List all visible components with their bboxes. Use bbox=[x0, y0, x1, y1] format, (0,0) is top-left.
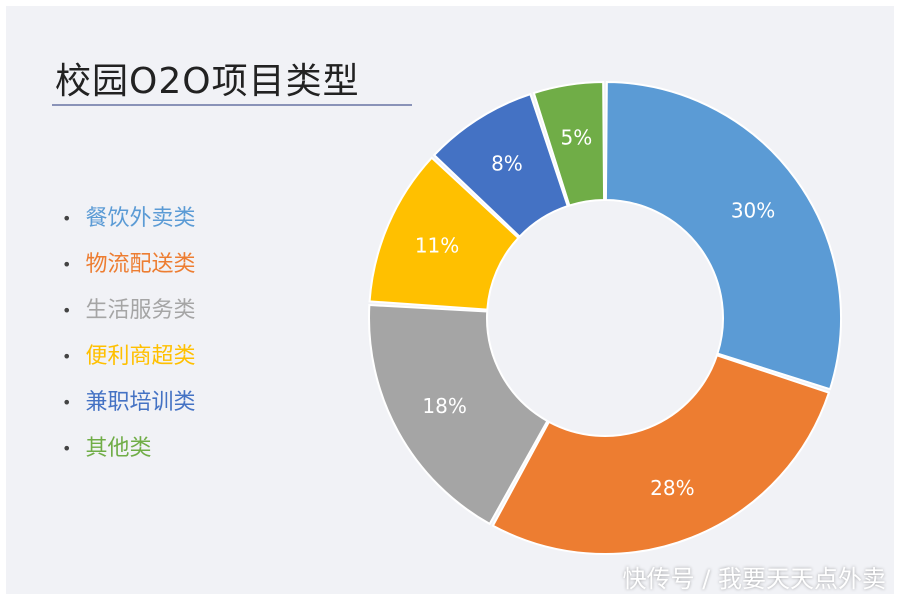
title-underline bbox=[52, 104, 412, 106]
slice-label-5: 8% bbox=[491, 151, 523, 175]
slice-label-3: 18% bbox=[422, 394, 466, 418]
legend-label: 兼职培训类 bbox=[85, 390, 196, 415]
donut-slice-6 bbox=[532, 80, 606, 207]
legend-bullet-icon: • bbox=[62, 301, 72, 320]
chart-title: 校园O2O项目类型 bbox=[55, 61, 360, 102]
slice-labels: 30% 28% 18% 11% 8% 5% bbox=[415, 125, 775, 500]
legend-label: 便利商超类 bbox=[85, 344, 196, 369]
legend-label: 生活服务类 bbox=[85, 298, 196, 323]
legend-bullet-icon: • bbox=[62, 393, 72, 412]
donut-slice-4 bbox=[368, 156, 520, 311]
legend-item-4: • 便利商超类 bbox=[62, 334, 195, 380]
donut-slice-5 bbox=[432, 92, 569, 238]
slice-label-6: 5% bbox=[561, 125, 593, 149]
slice-label-1: 30% bbox=[731, 198, 775, 222]
legend-label: 物流配送类 bbox=[85, 252, 196, 277]
legend-bullet-icon: • bbox=[62, 347, 72, 366]
legend-label: 餐饮外卖类 bbox=[85, 206, 196, 231]
watermark: 快传号 / 我要天天点外卖 bbox=[622, 565, 886, 593]
slice-label-4: 11% bbox=[415, 233, 459, 257]
legend-bullet-icon: • bbox=[62, 255, 72, 274]
legend-item-2: • 物流配送类 bbox=[62, 242, 195, 288]
donut-slice-3 bbox=[368, 303, 549, 526]
legend: • 餐饮外卖类 • 物流配送类 • 生活服务类 • 便利商超类 • 兼职培训类 • 其他类 bbox=[62, 196, 195, 472]
legend-item-3: • 生活服务类 bbox=[62, 288, 195, 334]
donut-slice-1 bbox=[604, 80, 842, 391]
legend-item-5: • 兼职培训类 bbox=[62, 380, 195, 426]
donut-slices bbox=[368, 80, 842, 555]
legend-item-1: • 餐饮外卖类 bbox=[62, 196, 195, 242]
slice-label-2: 28% bbox=[650, 476, 694, 500]
legend-bullet-icon: • bbox=[62, 439, 72, 458]
legend-bullet-icon: • bbox=[62, 209, 72, 228]
donut-slice-2 bbox=[491, 354, 831, 555]
legend-item-6: • 其他类 bbox=[62, 426, 195, 472]
legend-label: 其他类 bbox=[85, 436, 152, 461]
